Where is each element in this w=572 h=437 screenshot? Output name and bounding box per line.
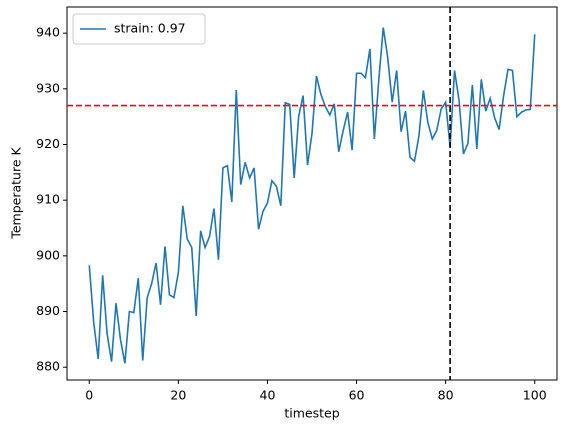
y-tick-label: 880 [36, 359, 60, 374]
x-tick-label: 80 [438, 388, 454, 403]
x-tick-label: 40 [260, 388, 276, 403]
x-tick-label: 0 [85, 388, 93, 403]
y-tick-label: 920 [36, 136, 60, 151]
y-tick-label: 940 [36, 25, 60, 40]
y-tick-label: 910 [36, 192, 60, 207]
plot-frame [66, 6, 558, 381]
data-line [88, 27, 536, 364]
y-tick-label: 890 [36, 303, 60, 318]
x-tick-label: 60 [349, 388, 365, 403]
legend-label: strain: 0.97 [114, 21, 186, 36]
y-tick-label: 930 [36, 80, 60, 95]
legend-box [72, 13, 206, 45]
x-tick-label: 100 [523, 388, 547, 403]
y-tick-label: 900 [36, 247, 60, 262]
x-axis-label: timestep [284, 406, 339, 421]
x-tick-label: 20 [170, 388, 186, 403]
y-axis-label: Temperature K [9, 147, 24, 240]
